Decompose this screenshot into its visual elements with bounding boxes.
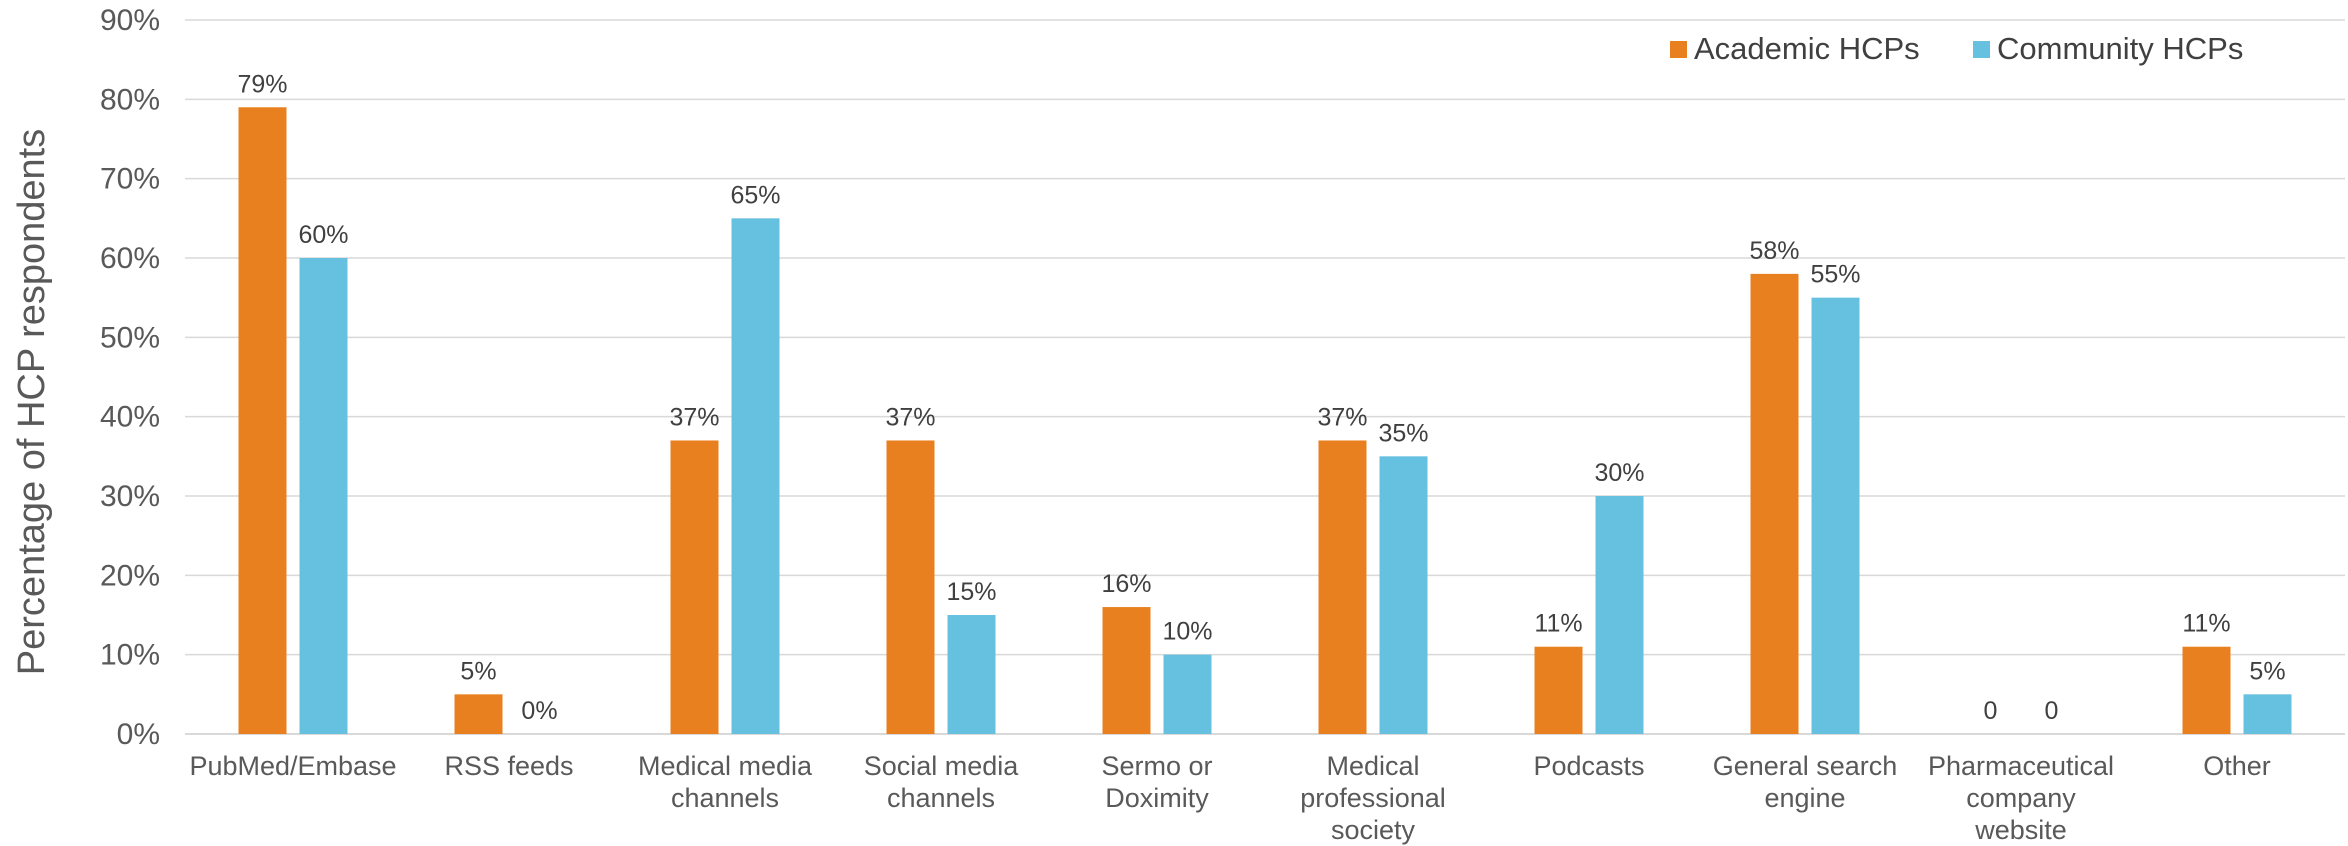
bar-community [2243, 694, 2292, 734]
x-category-label: RSS feeds [444, 751, 573, 781]
y-tick-label: 40% [100, 401, 160, 434]
data-label: 10% [1162, 618, 1212, 646]
data-label: 60% [298, 221, 348, 249]
x-category-label: General search [1713, 751, 1898, 781]
x-category-label: Pharmaceutical [1928, 751, 2114, 781]
x-category-label: engine [1764, 783, 1845, 813]
data-label: 5% [460, 657, 496, 685]
data-label: 5% [2249, 657, 2285, 685]
bar-academic [1318, 440, 1367, 734]
x-category-label: Medical [1326, 751, 1419, 781]
bar-academic [1750, 273, 1799, 734]
data-label: 15% [946, 578, 996, 606]
bar-academic [454, 694, 503, 734]
gridlines [185, 19, 2345, 735]
x-category-label: website [1974, 815, 2067, 845]
legend-swatch [1973, 41, 1990, 58]
x-category-label: Podcasts [1533, 751, 1644, 781]
y-tick-label: 70% [100, 163, 160, 196]
data-label: 0 [2045, 697, 2059, 725]
data-label: 0% [521, 697, 557, 725]
y-tick-label: 20% [100, 559, 160, 592]
legend-label: Academic HCPs [1694, 31, 1920, 66]
data-label: 65% [730, 181, 780, 209]
y-tick-label: 50% [100, 321, 160, 354]
y-tick-label: 60% [100, 242, 160, 275]
legend-label: Community HCPs [1997, 31, 2243, 66]
y-axis-title: Percentage of HCP respondents [11, 129, 53, 675]
y-axis-ticks: 0% 10% 20% 30% 40% 50% 60% 70% 80% 90% [100, 4, 160, 751]
bar-community [1811, 297, 1860, 734]
bar-academic [2182, 646, 2231, 734]
bar-academic [886, 440, 935, 734]
x-category-label: Social media [864, 751, 1020, 781]
x-category-label: Medical media [638, 751, 813, 781]
data-label: 35% [1378, 419, 1428, 447]
x-category-label: PubMed/Embase [189, 751, 396, 781]
data-label: 37% [669, 403, 719, 431]
bar-community [1379, 456, 1428, 734]
x-category-label: company [1966, 783, 2076, 813]
bar-academic [670, 440, 719, 734]
bar-academic [1102, 607, 1151, 734]
bar-community [731, 218, 780, 735]
legend-swatch [1670, 41, 1687, 58]
x-category-label: channels [671, 783, 779, 813]
bar-community [1595, 496, 1644, 734]
x-category-label: Sermo or [1101, 751, 1212, 781]
y-tick-label: 80% [100, 83, 160, 116]
x-axis-categories: PubMed/Embase RSS feeds Medical mediachann… [189, 751, 2270, 845]
x-category-label: society [1331, 815, 1416, 845]
data-label: 11% [2182, 610, 2230, 638]
data-label: 58% [1749, 237, 1799, 265]
bars [238, 107, 2292, 735]
data-label: 30% [1594, 459, 1644, 487]
y-tick-label: 10% [100, 639, 160, 672]
y-tick-label: 0% [117, 718, 160, 751]
bar-community [299, 258, 348, 734]
x-category-label: Other [2203, 751, 2271, 781]
y-tick-label: 30% [100, 480, 160, 513]
legend: Academic HCPs Community HCPs [1670, 31, 2243, 66]
bar-community [947, 615, 996, 734]
bar-academic [1534, 646, 1583, 734]
bar-community [1163, 654, 1212, 734]
data-label: 55% [1810, 261, 1860, 289]
bar-academic [238, 107, 287, 735]
x-category-label: Doximity [1105, 783, 1209, 813]
x-category-label: professional [1300, 783, 1446, 813]
data-label: 0 [1984, 697, 1998, 725]
data-label: 37% [1317, 403, 1367, 431]
data-label: 11% [1534, 610, 1582, 638]
data-label: 79% [237, 70, 287, 98]
data-label: 37% [885, 403, 935, 431]
y-tick-label: 90% [100, 4, 160, 37]
data-labels: 79% 60% 5% 0% 37% 65% 37% 15% 16% 10% 37% 35% 11% 30%… [237, 70, 2285, 725]
data-label: 16% [1101, 570, 1151, 598]
x-category-label: channels [887, 783, 995, 813]
